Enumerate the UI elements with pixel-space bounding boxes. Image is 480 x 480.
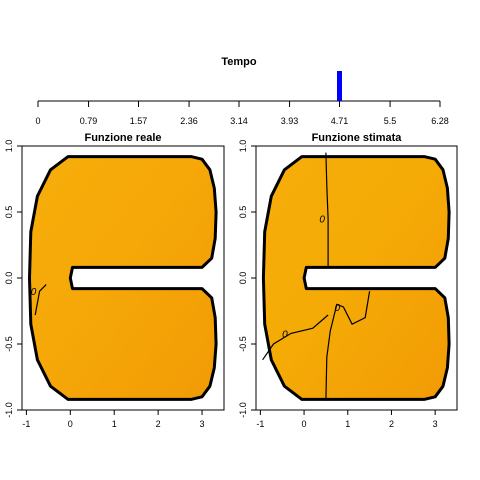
contour-label: 0 [319, 215, 325, 226]
contour-label: 0 [335, 303, 341, 314]
x-tick-label: 0 [68, 419, 73, 429]
timeline-tick-label: 3.14 [230, 116, 248, 126]
x-tick-label: 2 [389, 419, 394, 429]
y-tick-label: 1.0 [4, 140, 14, 153]
domain-fill [263, 156, 450, 400]
contour-line [325, 291, 371, 401]
domain-boundary [261, 155, 451, 401]
domain-boundary [28, 155, 218, 401]
timeline-tick-label: 0 [35, 116, 40, 126]
contour-line [325, 152, 329, 268]
y-tick-label: -1.0 [238, 402, 248, 418]
timeline-tick-label: 2.36 [180, 116, 198, 126]
y-tick-label: 1.0 [238, 140, 248, 153]
x-tick-label: 0 [302, 419, 307, 429]
contour-label: 0 [282, 329, 288, 340]
y-tick-label: 0.0 [4, 272, 14, 285]
x-tick-label: -1 [22, 419, 30, 429]
y-tick-label: -0.5 [238, 336, 248, 352]
contour-line [34, 284, 47, 316]
panel-title: Funzione reale [84, 132, 161, 144]
y-tick-label: 0.5 [4, 206, 14, 219]
contour-label: 0 [31, 287, 37, 298]
panel-title: Funzione stimata [312, 132, 403, 144]
timeline-tick-label: 3.93 [281, 116, 299, 126]
timeline-tick-label: 4.71 [331, 116, 349, 126]
y-tick-label: 0.0 [238, 272, 248, 285]
timeline-title: Tempo [221, 56, 257, 68]
x-tick-label: 1 [345, 419, 350, 429]
y-tick-label: 0.5 [238, 206, 248, 219]
x-tick-label: 2 [156, 419, 161, 429]
x-tick-label: 3 [200, 419, 205, 429]
panel-1: Funzione reale 0 -1 0 1 2 3 -1.0 -0.5 0.0 0.5 1.0 [4, 132, 225, 429]
timeline-tick-label: 5.5 [384, 116, 397, 126]
timeline-tick-label: 1.57 [130, 116, 148, 126]
x-tick-label: -1 [256, 419, 264, 429]
timeline-tick-label: 6.28 [431, 116, 449, 126]
x-tick-label: 1 [112, 419, 117, 429]
timeline: Tempo 0 0.79 1.57 2.36 3.14 3.93 4.71 5.5 6.28 [35, 56, 448, 126]
panel-2: Funzione stimata 0 0 0 -1 0 1 2 3 -1.0 -0.5 0.0 0.5 1… [238, 132, 458, 429]
x-tick-label: 3 [433, 419, 438, 429]
timeline-tick-label: 0.79 [80, 116, 98, 126]
domain-fill [29, 156, 217, 400]
y-tick-label: -0.5 [4, 336, 14, 352]
timeline-current-marker [337, 71, 342, 101]
y-tick-label: -1.0 [4, 402, 14, 418]
